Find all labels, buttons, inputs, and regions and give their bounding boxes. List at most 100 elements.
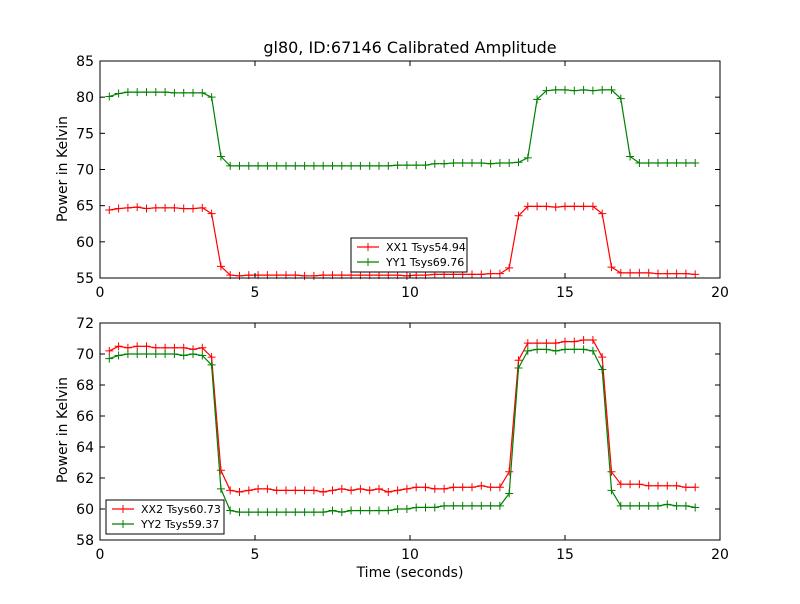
data-point-1-0-11 xyxy=(207,353,216,362)
data-point-0-0-12 xyxy=(216,262,225,271)
data-point-0-0-56 xyxy=(626,268,635,277)
data-point-1-0-42 xyxy=(495,483,504,492)
x-tick-label-0-4: 20 xyxy=(711,285,729,301)
data-point-0-1-6 xyxy=(161,88,170,97)
y-axis-label-top: Power in Kelvin xyxy=(55,116,71,222)
data-point-0-0-58 xyxy=(644,268,653,277)
data-point-0-1-52 xyxy=(588,86,597,95)
data-point-1-1-8 xyxy=(179,351,188,360)
data-point-1-0-48 xyxy=(551,339,560,348)
x-tick-label-0-1: 5 xyxy=(251,285,260,301)
data-point-1-0-44 xyxy=(514,356,523,365)
data-point-0-0-4 xyxy=(142,204,151,213)
data-point-0-1-30 xyxy=(384,161,393,170)
data-point-1-0-40 xyxy=(477,481,486,490)
chart-title: gl80, ID:67146 Calibrated Amplitude xyxy=(263,38,556,57)
data-point-1-0-43 xyxy=(505,467,514,476)
data-point-0-1-61 xyxy=(672,158,681,167)
data-point-1-1-15 xyxy=(244,508,253,517)
data-point-0-0-47 xyxy=(542,202,551,211)
y-tick-label-0-4: 75 xyxy=(76,126,94,142)
data-point-0-0-0 xyxy=(105,206,114,215)
data-point-1-1-40 xyxy=(477,501,486,510)
data-point-1-1-1 xyxy=(114,351,123,360)
x-tick-label-0-3: 15 xyxy=(556,285,574,301)
data-point-0-1-49 xyxy=(561,85,569,94)
data-point-0-1-60 xyxy=(663,158,672,167)
data-point-1-0-0 xyxy=(105,346,114,355)
data-point-0-0-41 xyxy=(486,269,495,278)
data-point-0-1-45 xyxy=(523,153,532,162)
plot-1: 0 5 10 15 20 58 60 62 64 66 68 70 72 XX2 Tsys60.73 YY2… xyxy=(76,316,729,563)
data-point-0-0-55 xyxy=(616,268,625,277)
data-point-1-1-16 xyxy=(254,508,263,517)
data-point-0-1-63 xyxy=(691,158,700,167)
data-point-0-0-21 xyxy=(300,271,309,280)
data-point-1-1-18 xyxy=(272,508,281,517)
data-point-0-1-33 xyxy=(412,161,421,170)
legend-label-0-0: XX1 Tsys54.94 xyxy=(386,241,466,254)
data-point-1-0-25 xyxy=(337,484,346,493)
data-point-1-0-59 xyxy=(654,481,662,490)
data-point-0-1-24 xyxy=(328,161,337,170)
data-point-1-0-38 xyxy=(458,483,467,492)
y-tick-label-1-3: 64 xyxy=(76,440,94,456)
y-tick-label-0-6: 85 xyxy=(76,54,94,70)
legend-box-1 xyxy=(105,499,225,535)
data-point-0-0-61 xyxy=(672,269,681,278)
data-point-1-1-2 xyxy=(123,350,132,358)
data-point-1-0-39 xyxy=(468,483,476,492)
x-axis-label: Time (seconds) xyxy=(356,565,464,581)
data-point-1-1-3 xyxy=(133,350,142,358)
data-point-1-1-54 xyxy=(607,486,616,495)
data-point-1-1-24 xyxy=(328,506,337,515)
y-tick-label-1-1: 60 xyxy=(76,502,94,518)
data-point-0-0-11 xyxy=(207,209,216,218)
data-point-0-0-50 xyxy=(570,202,579,211)
data-point-1-0-54 xyxy=(607,467,616,476)
data-point-0-0-48 xyxy=(551,203,560,212)
data-point-0-1-62 xyxy=(681,158,690,167)
data-point-1-1-30 xyxy=(384,506,393,515)
data-point-1-0-50 xyxy=(570,337,579,346)
data-point-0-0-14 xyxy=(235,271,244,280)
data-point-0-0-44 xyxy=(514,211,523,220)
data-point-1-1-23 xyxy=(319,508,328,517)
data-point-1-1-42 xyxy=(495,501,504,510)
data-point-1-1-14 xyxy=(235,508,244,517)
data-point-0-1-12 xyxy=(216,152,225,161)
data-point-0-0-22 xyxy=(309,271,318,280)
data-point-0-1-5 xyxy=(151,88,160,97)
data-point-0-1-50 xyxy=(570,86,579,95)
data-point-0-1-36 xyxy=(440,159,449,168)
data-point-0-1-59 xyxy=(654,158,662,167)
data-point-0-0-62 xyxy=(681,269,690,278)
data-point-0-1-47 xyxy=(542,86,551,95)
data-point-1-0-62 xyxy=(681,483,690,492)
data-point-1-1-46 xyxy=(533,345,542,354)
data-point-0-1-19 xyxy=(282,161,290,170)
data-point-1-0-14 xyxy=(235,487,244,496)
data-point-1-1-59 xyxy=(654,501,662,510)
data-point-1-1-63 xyxy=(691,503,700,512)
data-point-0-0-52 xyxy=(588,202,597,211)
data-point-1-0-24 xyxy=(328,486,337,495)
data-point-0-0-59 xyxy=(654,269,662,278)
data-point-0-1-15 xyxy=(244,161,253,170)
y-tick-label-0-0: 55 xyxy=(76,271,94,287)
data-point-1-0-33 xyxy=(412,483,421,492)
data-point-1-0-27 xyxy=(356,484,365,493)
data-point-1-1-56 xyxy=(626,501,635,510)
data-point-1-1-5 xyxy=(151,350,160,358)
data-point-1-1-7 xyxy=(170,350,179,358)
series-line-1-0 xyxy=(109,339,696,493)
data-point-0-1-40 xyxy=(477,158,486,167)
legend-label-1-1: YY2 Tsys59.37 xyxy=(140,518,219,531)
data-point-0-1-46 xyxy=(533,95,542,104)
y-tick-label-1-0: 58 xyxy=(76,533,94,549)
data-point-1-1-31 xyxy=(393,505,402,513)
data-point-0-1-14 xyxy=(235,161,244,170)
data-point-1-1-22 xyxy=(309,508,318,517)
data-point-0-1-58 xyxy=(644,158,653,167)
data-point-1-1-52 xyxy=(588,346,597,355)
